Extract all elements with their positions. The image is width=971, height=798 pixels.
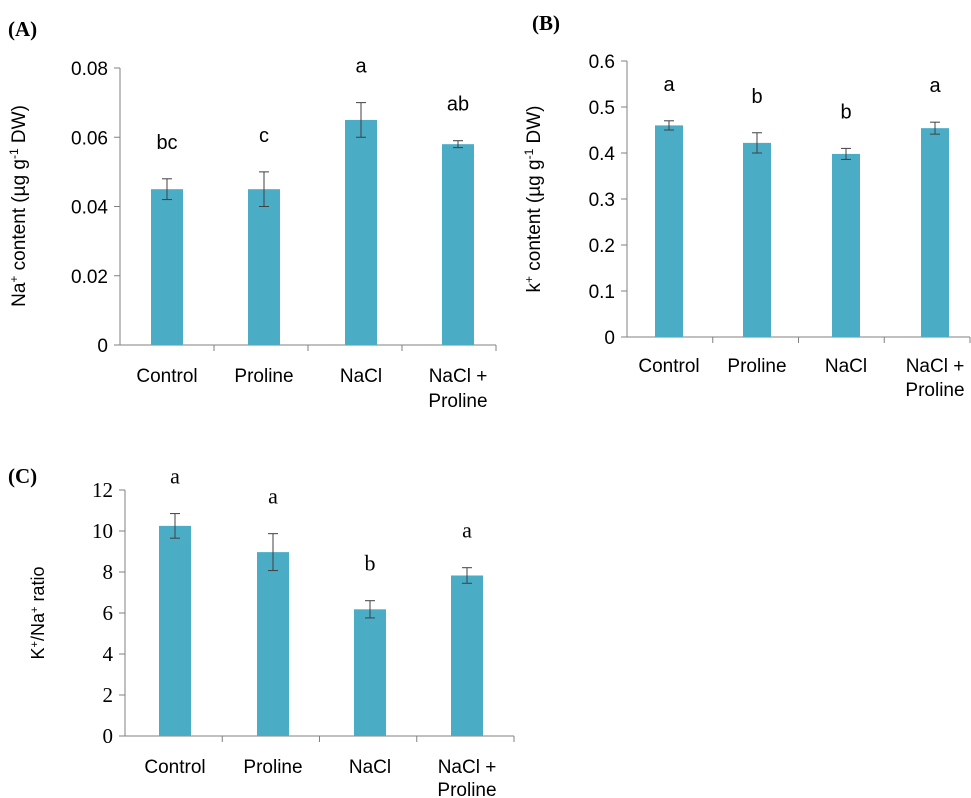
y-tick-label: 0.2 (589, 236, 615, 257)
bar (151, 189, 183, 345)
category-label: NaCl (340, 366, 382, 387)
bar (655, 125, 683, 338)
bar (451, 575, 483, 736)
y-axis-title-part: K (28, 647, 48, 659)
significance-letter: a (268, 484, 278, 509)
y-tick-label: 10 (92, 519, 113, 543)
y-tick-label: 0 (604, 328, 615, 349)
y-tick-label: 0.3 (589, 190, 615, 211)
significance-letter: a (462, 518, 472, 543)
y-axis-title-part: k (524, 283, 545, 293)
chart-panel: (B) 0 0.1 0.2 0.3 0.4 0.5 0.6 k+ content (µg g-1… (522, 11, 971, 401)
significance-letter: a (663, 74, 675, 96)
panel-label: (B) (532, 11, 560, 35)
y-axis-title: K+/Na+ ratio (28, 567, 48, 660)
bar (832, 153, 860, 337)
y-tick-label: 0.04 (71, 198, 108, 219)
y-tick-label: 2 (103, 683, 114, 707)
y-axis-title-part: /Na (28, 612, 48, 641)
bar (442, 144, 474, 345)
category-label: Proline (437, 780, 496, 798)
significance-letter: a (929, 75, 941, 97)
bar (921, 128, 949, 337)
category-label: NaCl (349, 757, 391, 778)
y-tick-label: 6 (103, 601, 114, 625)
bar (248, 189, 280, 345)
y-tick-label: 8 (103, 560, 114, 584)
category-label: Proline (905, 380, 964, 401)
y-axis-title-part: content (µg g (524, 159, 545, 276)
y-axis-title: k+ content (µg g-1 DW) (522, 105, 545, 292)
y-axis-title-superscript: -1 (7, 148, 21, 159)
bar (743, 142, 771, 337)
y-axis-title-superscript: -1 (522, 148, 536, 159)
category-label: Proline (727, 356, 786, 377)
significance-letter: ab (447, 94, 469, 116)
y-tick-label: 0.4 (589, 144, 616, 165)
y-tick-label: 0.5 (589, 98, 615, 119)
y-axis-title-part: DW) (9, 105, 30, 148)
y-axis-title-superscript: + (29, 607, 41, 613)
y-tick-label: 0 (97, 336, 108, 357)
significance-letter: b (365, 551, 376, 576)
y-tick-label: 0.1 (589, 282, 615, 303)
significance-letter: c (259, 125, 269, 147)
panel-label: (A) (8, 17, 37, 41)
bar (354, 609, 386, 736)
category-label: Control (136, 366, 197, 387)
category-label: Proline (234, 366, 293, 387)
y-axis-title-superscript: + (29, 641, 41, 647)
y-axis-title-superscript: + (7, 276, 21, 283)
category-label: Control (144, 757, 205, 778)
y-tick-label: 0.02 (71, 267, 108, 288)
significance-letter: bc (156, 132, 177, 154)
category-label: NaCl (825, 356, 867, 377)
y-tick-label: 4 (103, 642, 114, 666)
category-label: Control (638, 356, 699, 377)
category-label: NaCl + (906, 356, 965, 377)
significance-letter: b (840, 101, 851, 123)
y-axis-title: Na+ content (µg g-1 DW) (7, 105, 30, 307)
y-tick-label: 0.08 (71, 59, 108, 80)
panel-label: (C) (8, 464, 37, 488)
y-tick-label: 0.6 (589, 52, 615, 73)
y-axis-title-part: Na (9, 282, 30, 307)
category-label: NaCl + (438, 757, 497, 778)
significance-letter: a (355, 56, 367, 78)
category-label: Proline (243, 757, 302, 778)
category-label: Proline (428, 391, 487, 412)
y-tick-label: 0 (103, 724, 114, 748)
significance-letter: b (751, 86, 762, 108)
chart-panel: (A) 0 0.02 0.04 0.06 0.08 Na+ content (µg g-1 … (7, 17, 497, 412)
y-axis-title-part: ratio (28, 567, 48, 607)
y-axis-title-superscript: + (522, 276, 536, 283)
y-tick-label: 12 (92, 478, 113, 502)
y-axis-title-part: content (µg g (9, 159, 30, 276)
bar (257, 552, 289, 736)
category-label: NaCl + (429, 366, 488, 387)
y-tick-label: 0.06 (71, 128, 108, 149)
bar (345, 119, 377, 345)
y-axis-title-part: DW) (524, 105, 545, 148)
bar (159, 525, 191, 736)
significance-letter: a (170, 464, 180, 489)
